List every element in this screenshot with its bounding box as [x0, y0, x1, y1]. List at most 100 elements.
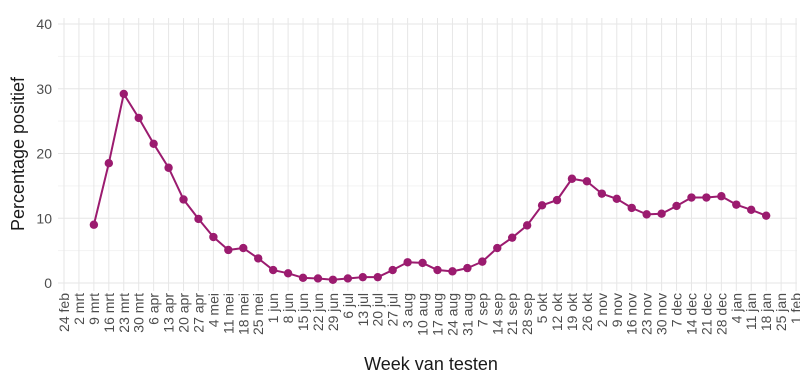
data-point: [149, 139, 158, 148]
x-tick-label: 14 sep: [489, 293, 505, 335]
y-axis-title: Percentage positief: [8, 76, 28, 231]
data-point: [239, 243, 248, 253]
x-tick-label: 27 jul: [385, 293, 401, 326]
gridlines: [58, 18, 797, 291]
x-tick-label: 21 dec: [698, 293, 714, 335]
x-tick-label: 18 jan: [758, 293, 774, 331]
x-tick-label: 16 mrt: [101, 293, 117, 333]
x-tick-label: 17 aug: [430, 293, 446, 336]
x-tick-label: 4 mei: [205, 293, 221, 327]
x-tick-label: 22 jun: [310, 293, 326, 331]
data-point: [433, 265, 442, 275]
x-tick-label: 1 jun: [265, 293, 281, 323]
x-tick-label: 6 apr: [146, 293, 162, 325]
data-point: [747, 205, 756, 215]
data-point: [642, 210, 651, 219]
x-axis-title: Week van testen: [364, 354, 498, 374]
y-axis-ticks: 0 10 20 30 40: [36, 16, 52, 291]
x-tick-label: 24 aug: [444, 293, 460, 336]
x-tick-label: 20 jul: [370, 293, 386, 326]
x-tick-label: 30 nov: [654, 293, 670, 335]
data-point: [657, 209, 666, 218]
data-point: [283, 269, 293, 278]
series-line: [92, 92, 767, 281]
data-point: [403, 258, 412, 267]
data-point: [537, 201, 547, 210]
x-tick-label: 8 jun: [280, 293, 296, 323]
data-point: [343, 274, 353, 283]
y-tick-label: 30: [36, 81, 52, 97]
x-tick-label: 15 jun: [295, 293, 311, 331]
data-point: [179, 195, 188, 204]
data-point: [373, 272, 382, 282]
data-point: [567, 174, 577, 183]
x-tick-label: 29 jun: [325, 293, 341, 331]
x-tick-label: 12 okt: [549, 293, 565, 331]
data-point: [209, 232, 218, 242]
y-tick-label: 0: [44, 275, 52, 291]
data-point: [582, 177, 592, 186]
x-tick-label: 28 dec: [713, 293, 729, 335]
data-point: [702, 193, 711, 202]
x-tick-label: 16 nov: [624, 293, 640, 335]
x-tick-label: 26 okt: [579, 293, 595, 331]
x-tick-label: 13 jul: [355, 293, 371, 326]
x-tick-label: 24 feb: [56, 293, 72, 332]
data-point: [508, 233, 517, 242]
y-tick-label: 40: [36, 16, 52, 32]
data-point: [522, 221, 532, 230]
x-tick-label: 3 aug: [400, 293, 416, 328]
x-tick-label: 28 sep: [519, 293, 535, 335]
x-tick-label: 27 apr: [190, 293, 206, 333]
data-point: [328, 275, 338, 284]
x-tick-label: 23 mrt: [116, 293, 132, 333]
x-tick-label: 10 aug: [415, 293, 431, 336]
x-tick-label: 14 dec: [683, 293, 699, 335]
data-point: [687, 193, 696, 202]
data-point: [552, 195, 562, 205]
data-point: [388, 265, 397, 275]
data-point: [597, 189, 607, 198]
data-point: [104, 159, 114, 168]
x-tick-label: 30 mrt: [131, 293, 147, 333]
data-point: [463, 263, 472, 273]
x-tick-label: 7 sep: [474, 293, 490, 327]
data-point: [627, 203, 636, 213]
x-tick-label: 21 sep: [504, 293, 520, 335]
data-point: [493, 243, 502, 253]
x-tick-label: 20 apr: [176, 293, 192, 333]
x-tick-label: 9 mrt: [86, 293, 102, 325]
series-layer: [89, 89, 771, 284]
data-point: [612, 194, 621, 204]
data-point: [672, 201, 681, 211]
x-tick-label: 2 mrt: [71, 293, 87, 325]
data-point: [313, 274, 323, 283]
x-tick-label: 25 mei: [250, 293, 266, 335]
data-point: [732, 200, 741, 209]
x-tick-label: 23 nov: [639, 293, 655, 335]
data-point: [761, 211, 771, 220]
data-point: [358, 272, 367, 282]
x-tick-label: 7 dec: [669, 293, 685, 327]
x-tick-label: 18 mei: [235, 293, 251, 335]
data-point: [478, 257, 487, 266]
data-point: [194, 214, 203, 224]
x-tick-label: 5 okt: [534, 293, 550, 323]
data-point: [418, 258, 427, 268]
data-point: [89, 220, 99, 229]
x-tick-label: 2 nov: [594, 293, 610, 327]
data-point: [164, 163, 173, 172]
x-tick-label: 31 aug: [459, 293, 475, 336]
data-point: [717, 192, 726, 201]
y-tick-label: 10: [36, 210, 52, 226]
x-tick-label: 9 nov: [609, 293, 625, 327]
x-tick-label: 11 jan: [743, 293, 759, 330]
y-tick-label: 20: [36, 146, 52, 162]
x-tick-label: 4 jan: [728, 293, 744, 323]
x-tick-label: 6 jul: [340, 293, 356, 319]
data-point: [134, 113, 143, 123]
x-tick-label: 11 mei: [220, 293, 236, 334]
data-point: [268, 265, 278, 275]
